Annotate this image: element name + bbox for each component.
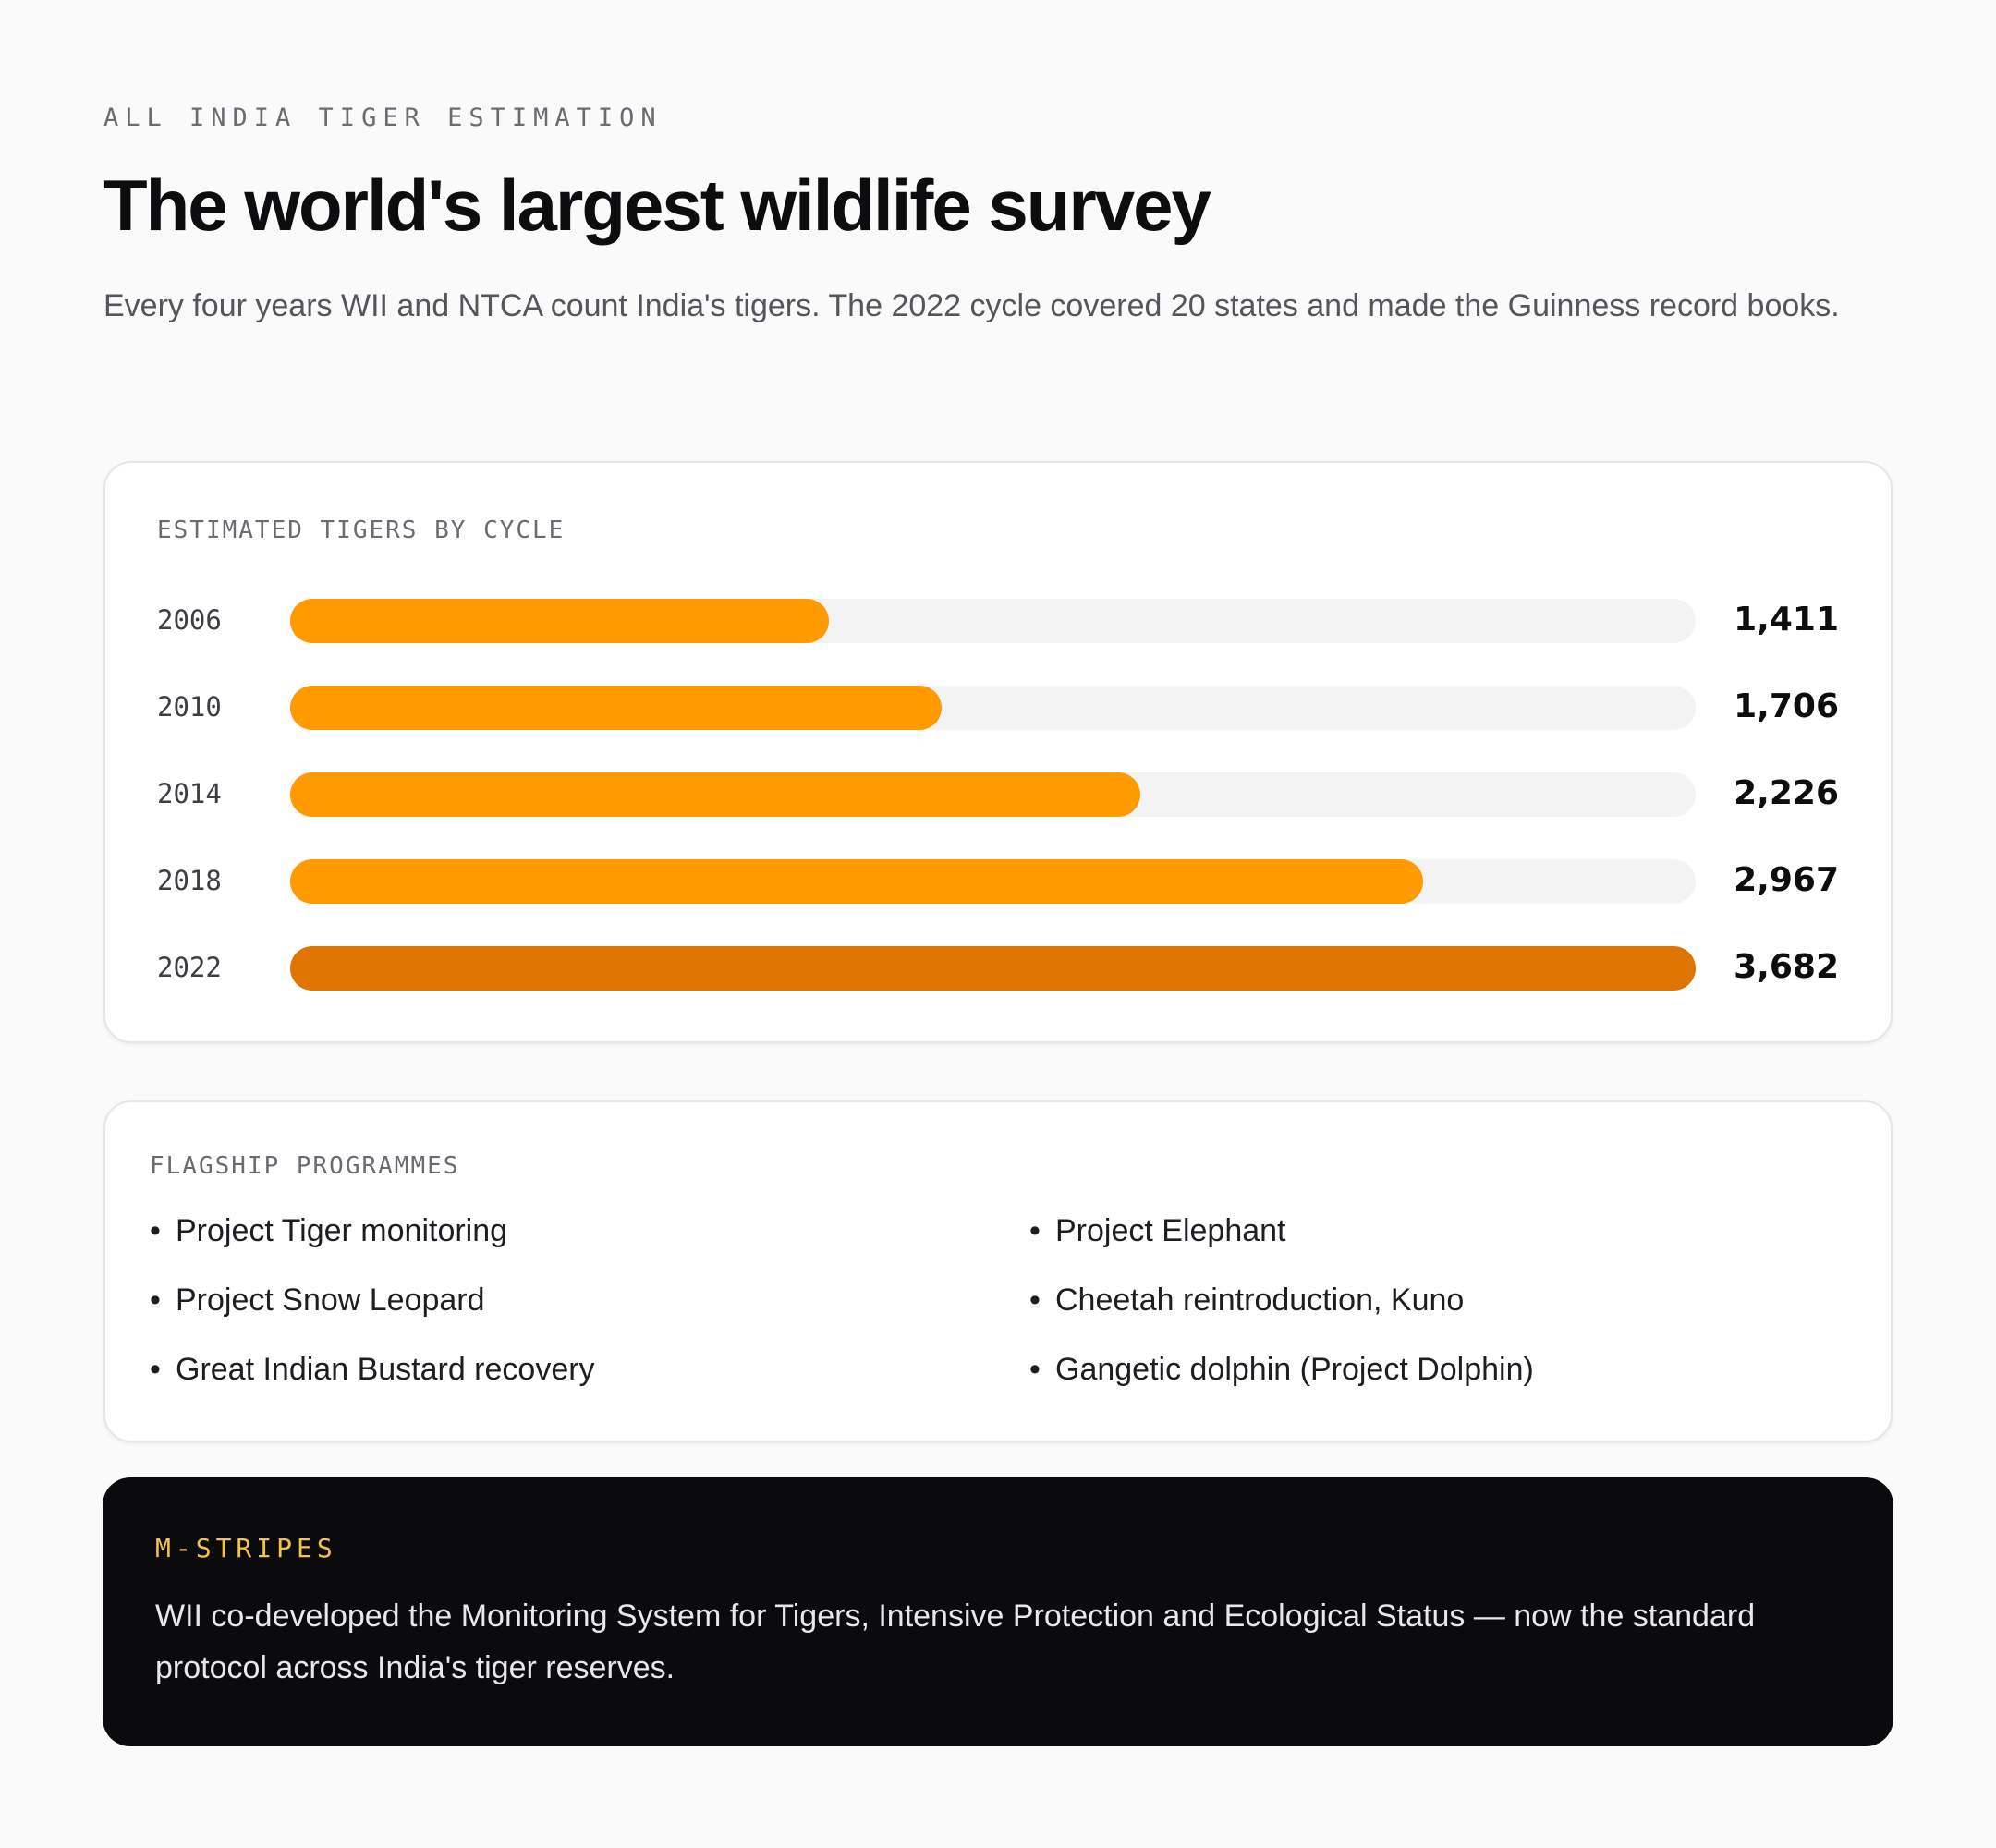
bar-category-label: 2022 bbox=[157, 952, 222, 983]
bullet-icon: • bbox=[1029, 1283, 1041, 1318]
bar-track bbox=[290, 859, 1696, 904]
programme-item: • Project Elephant bbox=[1029, 1213, 1286, 1249]
programme-label: Cheetah reintroduction, Kuno bbox=[1055, 1283, 1465, 1318]
bar-row: 2006 1,411 bbox=[105, 599, 1891, 643]
programme-item: • Project Snow Leopard bbox=[150, 1283, 485, 1319]
bullet-icon: • bbox=[1029, 1213, 1041, 1248]
bar bbox=[290, 772, 1140, 817]
bar bbox=[290, 599, 829, 643]
bar-category-label: 2010 bbox=[157, 691, 222, 723]
bar-value-label: 2,967 bbox=[1734, 861, 1839, 899]
programme-item: • Project Tiger monitoring bbox=[150, 1213, 507, 1249]
bar-track bbox=[290, 946, 1696, 991]
bar bbox=[290, 686, 942, 730]
bar-track bbox=[290, 686, 1696, 730]
bar-row: 2014 2,226 bbox=[105, 772, 1891, 817]
bar-category-label: 2018 bbox=[157, 865, 222, 896]
bullet-icon: • bbox=[150, 1283, 161, 1318]
bar-value-label: 1,706 bbox=[1734, 687, 1839, 725]
bar bbox=[290, 946, 1696, 991]
eyebrow-label: ALL INDIA TIGER ESTIMATION bbox=[103, 103, 663, 132]
bar-category-label: 2014 bbox=[157, 778, 222, 809]
bar-track bbox=[290, 599, 1696, 643]
bar-value-label: 3,682 bbox=[1734, 948, 1839, 986]
programme-label: Project Elephant bbox=[1055, 1213, 1286, 1248]
programme-label: Project Snow Leopard bbox=[176, 1283, 485, 1318]
bullet-icon: • bbox=[1029, 1352, 1041, 1387]
bar-category-label: 2006 bbox=[157, 604, 222, 636]
programme-label: Project Tiger monitoring bbox=[176, 1213, 508, 1248]
page-title: The world's largest wildlife survey bbox=[103, 164, 1211, 246]
tiger-chart-card: ESTIMATED TIGERS BY CYCLE 2006 1,411 2010 1… bbox=[103, 461, 1893, 1043]
chart-title: ESTIMATED TIGERS BY CYCLE bbox=[157, 517, 566, 544]
bar bbox=[290, 859, 1423, 904]
bar-row: 2022 3,682 bbox=[105, 946, 1891, 991]
page-subtitle: Every four years WII and NTCA count Indi… bbox=[103, 288, 1840, 323]
programme-item: • Cheetah reintroduction, Kuno bbox=[1029, 1283, 1464, 1319]
bullet-icon: • bbox=[150, 1352, 161, 1387]
bar-value-label: 2,226 bbox=[1734, 774, 1839, 812]
callout-text: WII co-developed the Monitoring System f… bbox=[155, 1599, 1756, 1685]
callout-label: M-STRIPES bbox=[155, 1533, 337, 1563]
bullet-icon: • bbox=[150, 1213, 161, 1248]
bar-value-label: 1,411 bbox=[1734, 601, 1839, 638]
programme-label: Great Indian Bustard recovery bbox=[176, 1352, 595, 1387]
programme-label: Gangetic dolphin (Project Dolphin) bbox=[1055, 1352, 1534, 1387]
programme-item: • Gangetic dolphin (Project Dolphin) bbox=[1029, 1352, 1534, 1388]
bar-row: 2010 1,706 bbox=[105, 686, 1891, 730]
bar-row: 2018 2,967 bbox=[105, 859, 1891, 904]
programmes-card: FLAGSHIP PROGRAMMES • Project Tiger monit… bbox=[103, 1100, 1893, 1442]
programmes-title: FLAGSHIP PROGRAMMES bbox=[150, 1152, 460, 1180]
m-stripes-callout: M-STRIPES WII co-developed the Monitorin… bbox=[103, 1477, 1893, 1746]
bar-track bbox=[290, 772, 1696, 817]
programme-item: • Great Indian Bustard recovery bbox=[150, 1352, 595, 1388]
